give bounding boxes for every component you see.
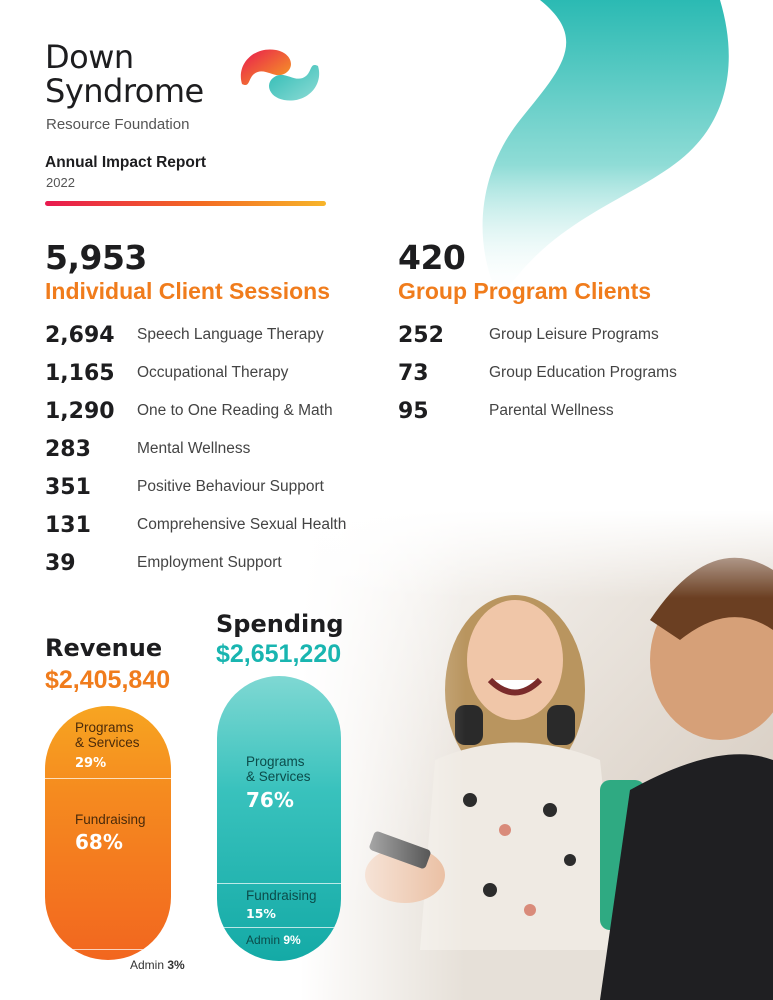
list-item: 1,290 One to One Reading & Math: [45, 394, 333, 428]
revenue-pill-chart: Programs & Services 29% Fundraising 68%: [45, 706, 171, 960]
revenue-divider: [45, 778, 171, 779]
revenue-divider: [45, 949, 171, 950]
revenue-admin-pct: 3%: [167, 958, 185, 972]
spending-programs-label-line1: Programs: [246, 754, 305, 769]
individual-heading: Individual Client Sessions: [45, 278, 331, 304]
title-gradient-bar: [45, 201, 326, 206]
stat-value: 131: [45, 512, 91, 538]
list-item: 2,694 Speech Language Therapy: [45, 318, 324, 352]
stat-label: One to One Reading & Math: [137, 402, 333, 419]
report-title: Annual Impact Report: [45, 154, 207, 171]
stat-value: 1,165: [45, 360, 115, 386]
stat-value: 283: [45, 436, 91, 462]
list-item: 1,165 Occupational Therapy: [45, 356, 288, 390]
organization-subtitle: Resource Foundation: [46, 116, 190, 133]
list-item: 95 Parental Wellness: [398, 394, 614, 428]
organization-name: Down Syndrome: [45, 40, 204, 108]
revenue-fundraising-pct: 68%: [75, 830, 123, 854]
spending-divider: [217, 927, 341, 928]
spending-heading: Spending: [216, 610, 344, 638]
spending-fundraising-label: Fundraising: [246, 888, 317, 903]
stat-value: 2,694: [45, 322, 115, 348]
stat-label: Group Education Programs: [489, 364, 677, 381]
report-year: 2022: [46, 175, 75, 190]
spending-programs-label: Programs & Services: [246, 754, 311, 784]
stat-label: Mental Wellness: [137, 440, 251, 457]
revenue-admin-label: Admin: [130, 958, 165, 972]
list-item: 283 Mental Wellness: [45, 432, 250, 466]
spending-fundraising-pct: 15%: [246, 906, 276, 921]
list-item: 131 Comprehensive Sexual Health: [45, 508, 346, 542]
group-total: 420: [398, 238, 466, 277]
stat-value: 39: [45, 550, 76, 576]
stat-value: 351: [45, 474, 91, 500]
spending-divider: [217, 883, 341, 884]
list-item: 73 Group Education Programs: [398, 356, 677, 390]
stat-value: 1,290: [45, 398, 115, 424]
list-item: 351 Positive Behaviour Support: [45, 470, 324, 504]
photo-students-with-phone: [300, 510, 773, 1000]
spending-amount: $2,651,220: [216, 640, 342, 668]
stat-value: 252: [398, 322, 444, 348]
logo-mark-icon: [240, 49, 320, 101]
stat-value: 73: [398, 360, 429, 386]
stat-label: Positive Behaviour Support: [137, 478, 324, 495]
revenue-programs-label-line1: Programs: [75, 720, 134, 735]
list-item: 39 Employment Support: [45, 546, 282, 580]
revenue-programs-pct: 29%: [75, 756, 107, 771]
organization-name-line1: Down: [45, 38, 134, 76]
decorative-swoosh: [482, 0, 729, 300]
revenue-amount: $2,405,840: [45, 666, 171, 694]
revenue-fundraising-label: Fundraising: [75, 812, 146, 827]
revenue-programs-label-line2: & Services: [75, 735, 140, 750]
list-item: 252 Group Leisure Programs: [398, 318, 659, 352]
revenue-programs-label: Programs & Services: [75, 720, 140, 750]
stat-label: Occupational Therapy: [137, 364, 289, 381]
organization-name-line2: Syndrome: [45, 72, 204, 110]
individual-total: 5,953: [45, 238, 147, 277]
spending-admin-pct: 9%: [283, 933, 301, 947]
revenue-heading: Revenue: [45, 634, 163, 662]
group-heading: Group Program Clients: [398, 278, 652, 304]
spending-admin-label: Admin: [246, 933, 281, 947]
spending-programs-label-line2: & Services: [246, 769, 311, 784]
stat-value: 95: [398, 398, 429, 424]
stat-label: Speech Language Therapy: [137, 326, 324, 343]
stat-label: Employment Support: [137, 554, 282, 571]
stat-label: Group Leisure Programs: [489, 326, 659, 343]
stat-label: Parental Wellness: [489, 402, 614, 419]
stat-label: Comprehensive Sexual Health: [137, 516, 347, 533]
spending-pill-chart: Programs & Services 76% Fundraising 15% …: [217, 676, 341, 961]
revenue-admin: Admin 3%: [130, 958, 185, 972]
spending-admin: Admin 9%: [246, 933, 301, 948]
spending-programs-pct: 76%: [246, 788, 294, 812]
